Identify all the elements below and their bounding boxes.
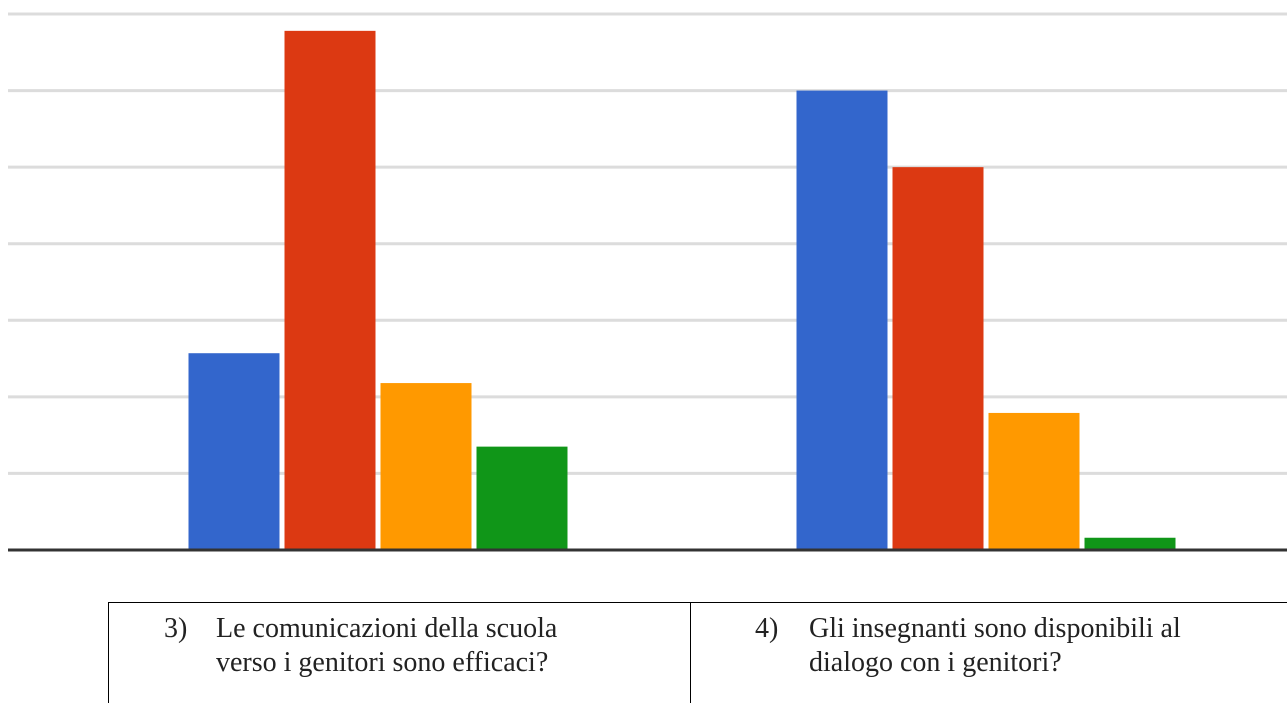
question-text: Le comunicazioni della scuola verso i ge… (216, 612, 557, 680)
question-number: 4) (755, 613, 779, 644)
question-table: 3) Le comunicazioni della scuola verso i… (108, 602, 1287, 703)
chart (8, 12, 1287, 552)
bar (476, 446, 568, 550)
table-cell: 4) Gli insegnanti sono disponibili al di… (691, 603, 1287, 703)
table-cell: 3) Le comunicazioni della scuola verso i… (109, 603, 691, 703)
bar (188, 353, 280, 550)
bar (892, 167, 984, 550)
bar (380, 383, 472, 550)
text-line: Le comunicazioni della scuola (216, 613, 558, 644)
bar (284, 30, 376, 551)
text-line: dialogo con i genitori? (809, 647, 1062, 678)
page: 3) Le comunicazioni della scuola verso i… (8, 12, 1287, 703)
question-text: Gli insegnanti sono disponibili al dialo… (809, 612, 1181, 680)
text-line: Gli insegnanti sono disponibili al (809, 613, 1181, 644)
bar (988, 412, 1080, 550)
bar (796, 90, 888, 551)
question-number: 3) (164, 613, 188, 644)
text-line: verso i genitori sono efficaci? (216, 647, 549, 678)
bar (1084, 537, 1176, 550)
